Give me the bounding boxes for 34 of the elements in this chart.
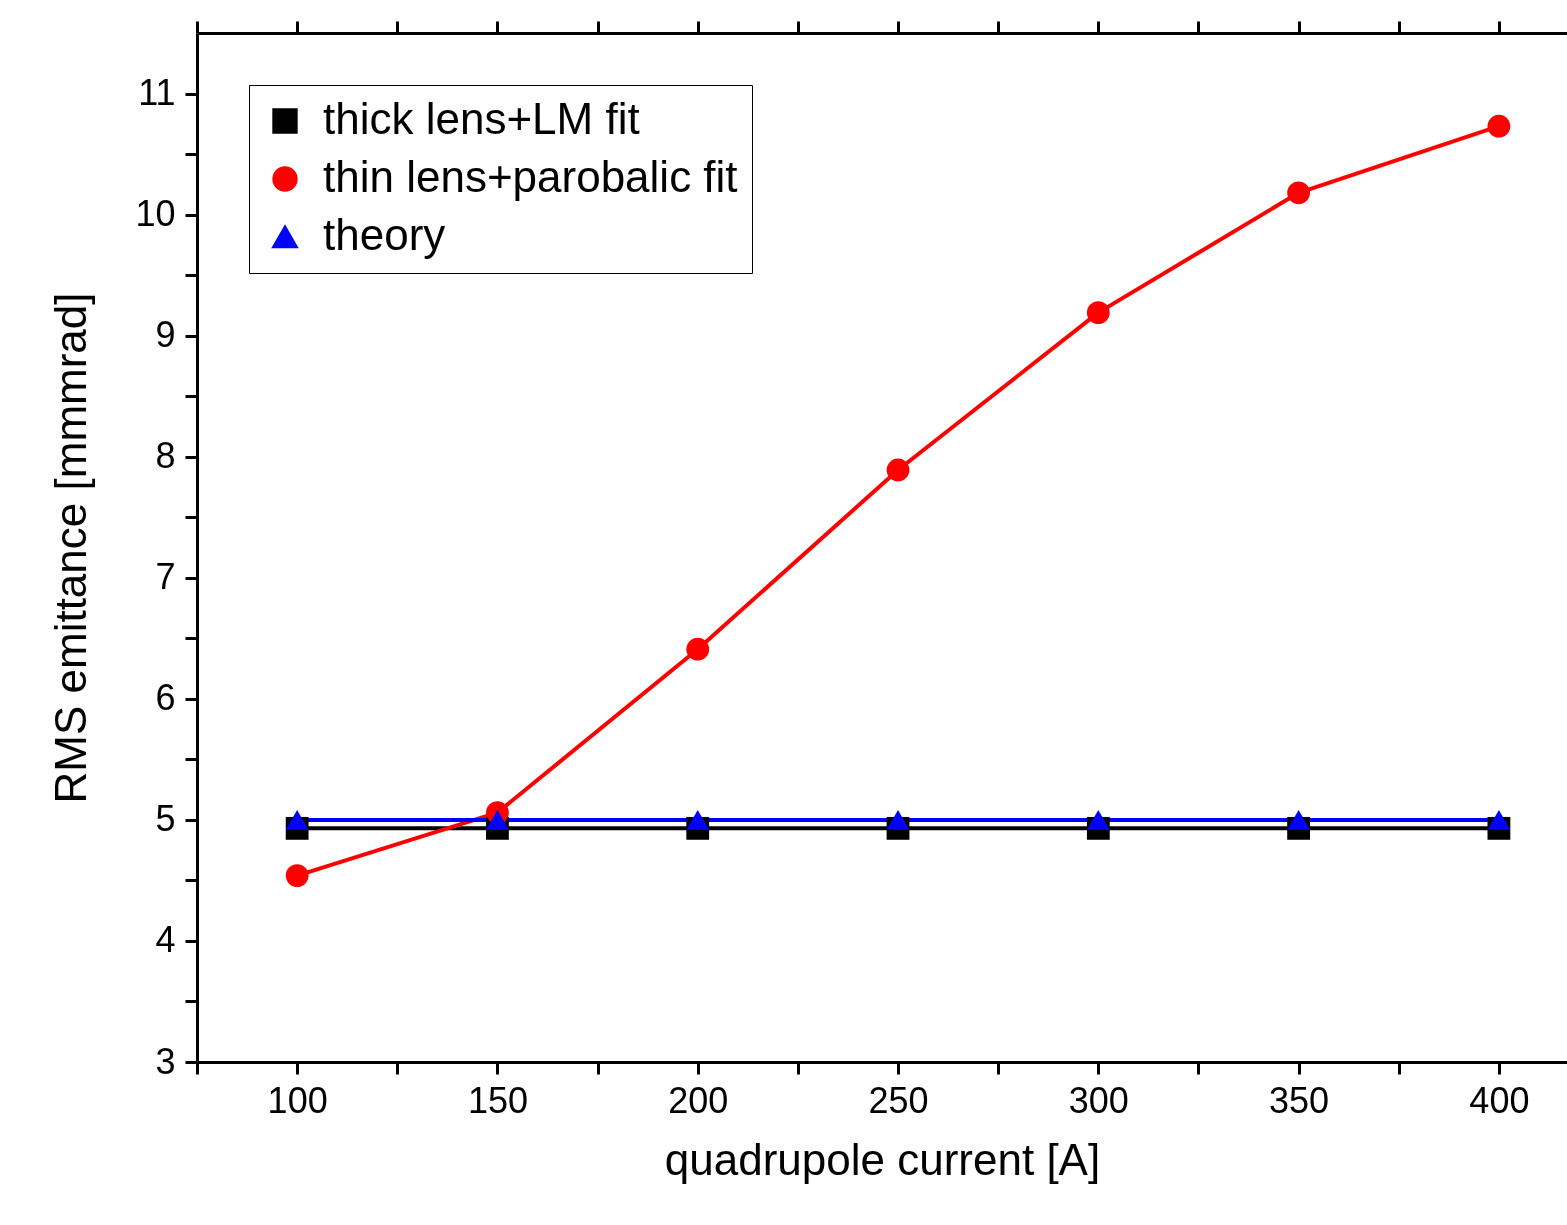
point [1487, 114, 1511, 138]
y-tick-label: 3 [155, 1040, 176, 1082]
point [886, 810, 910, 830]
y-tick-label: 8 [155, 435, 176, 477]
x-tick-label: 300 [1068, 1079, 1129, 1121]
legend-label: thick lens+LM fit [323, 94, 640, 143]
x-tick-label: 250 [868, 1079, 929, 1121]
x-axis-title: quadrupole current [A] [664, 1134, 1101, 1184]
point [1086, 301, 1110, 325]
y-axis-title: RMS emittance [mmmrad] [46, 292, 96, 804]
point [886, 458, 910, 482]
point [1287, 810, 1311, 830]
y-tick-label: 9 [155, 314, 176, 356]
x-tick-label: 200 [668, 1079, 729, 1121]
point [686, 637, 710, 661]
point [686, 810, 710, 830]
x-tick-label: 400 [1469, 1079, 1530, 1121]
y-tick-label: 4 [155, 919, 176, 961]
legend-label: theory [323, 210, 446, 259]
legend-label: thin lens+parobalic fit [323, 152, 738, 201]
point [1287, 181, 1311, 205]
x-tick-label: 150 [467, 1079, 528, 1121]
y-tick-label: 6 [155, 677, 176, 719]
x-tick-label: 350 [1269, 1079, 1330, 1121]
point [1086, 810, 1110, 830]
y-tick-label: 11 [138, 72, 176, 114]
point [285, 864, 309, 887]
x-tick-label: 100 [267, 1079, 328, 1121]
y-tick-label: 5 [155, 798, 176, 840]
point [486, 810, 509, 830]
point [1487, 810, 1511, 830]
y-tick-label: 7 [155, 556, 176, 598]
y-tick-label: 10 [135, 193, 176, 235]
point [285, 810, 309, 830]
